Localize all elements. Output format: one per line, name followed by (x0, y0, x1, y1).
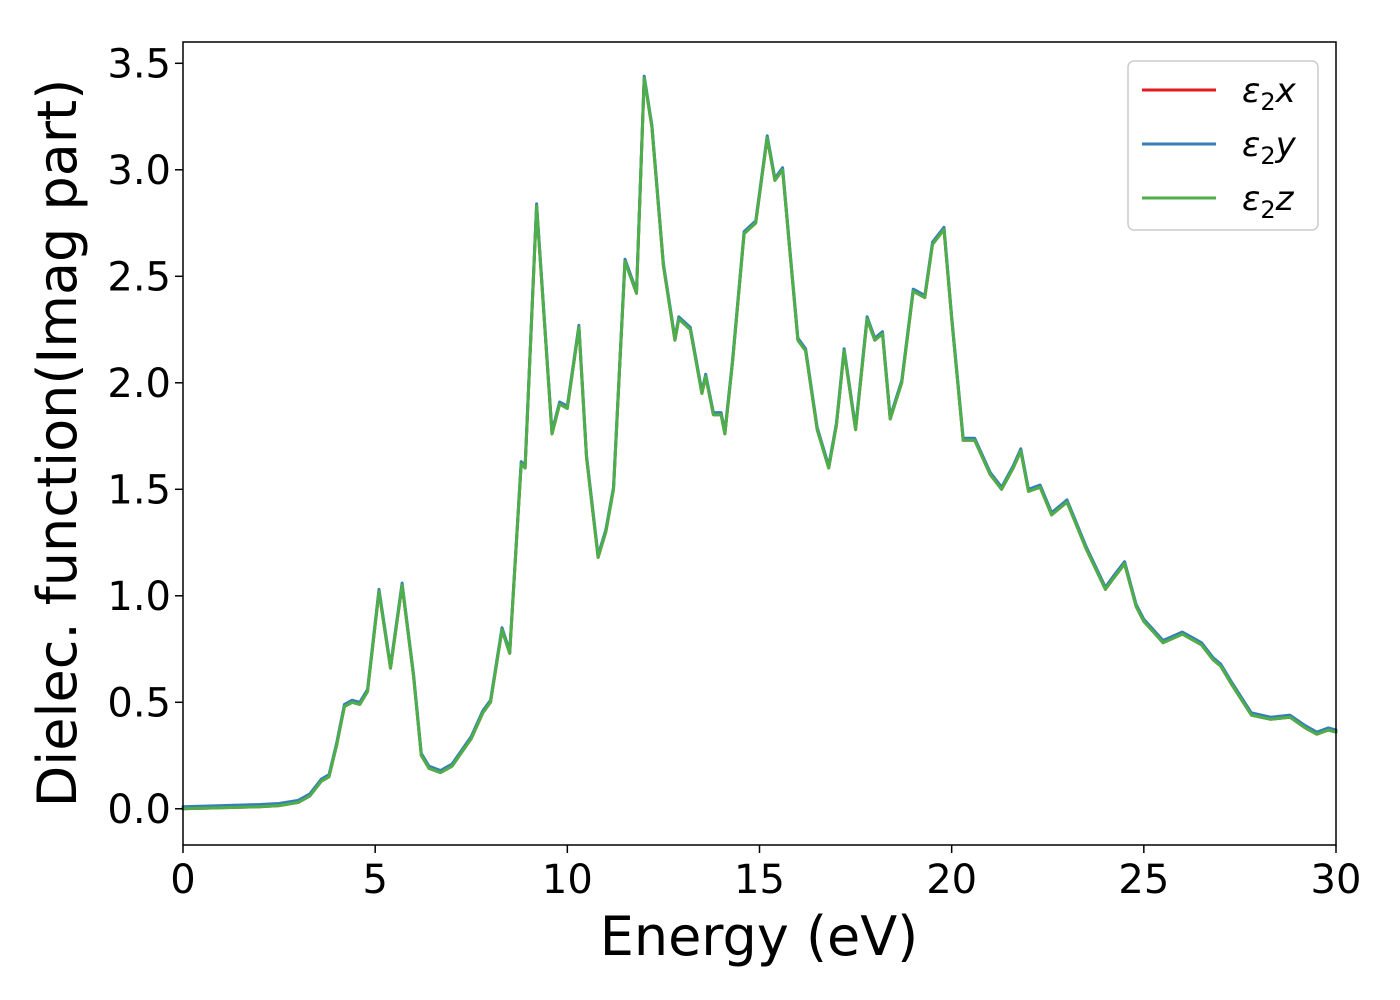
y-axis-ticks: 0.0 0.5 1.0 1.5 2.0 2.5 3.0 3.5 (107, 41, 183, 833)
y-axis-label: Dielec. function(Imag part) (26, 79, 89, 808)
y-tick-label: 1.0 (107, 574, 171, 620)
x-tick-label: 5 (362, 857, 387, 903)
x-axis-label: Energy (eV) (600, 905, 919, 968)
x-tick-label: 25 (1118, 857, 1169, 903)
legend-label-z: ε2z (1242, 179, 1295, 224)
x-tick-label: 30 (1311, 857, 1362, 903)
y-tick-label: 0.0 (107, 787, 171, 833)
legend-label-y: ε2y (1242, 125, 1297, 170)
series-line-z (181, 76, 1338, 811)
y-tick-label: 1.5 (107, 467, 171, 513)
legend-label-x: ε2x (1242, 71, 1297, 116)
x-tick-label: 0 (170, 857, 195, 903)
legend-box (1127, 60, 1319, 231)
y-tick-label: 3.5 (107, 41, 171, 87)
y-tick-label: 0.5 (107, 680, 171, 726)
x-tick-label: 15 (734, 857, 785, 903)
y-tick-label: 2.0 (107, 361, 171, 407)
x-tick-label: 10 (542, 857, 593, 903)
series-layer (181, 74, 1338, 811)
legend: ε2x ε2y ε2z (1127, 60, 1319, 231)
x-axis-ticks: 0 5 10 15 20 25 30 (170, 845, 1361, 903)
x-tick-label: 20 (926, 857, 977, 903)
y-tick-label: 3.0 (107, 148, 171, 194)
y-tick-label: 2.5 (107, 254, 171, 300)
